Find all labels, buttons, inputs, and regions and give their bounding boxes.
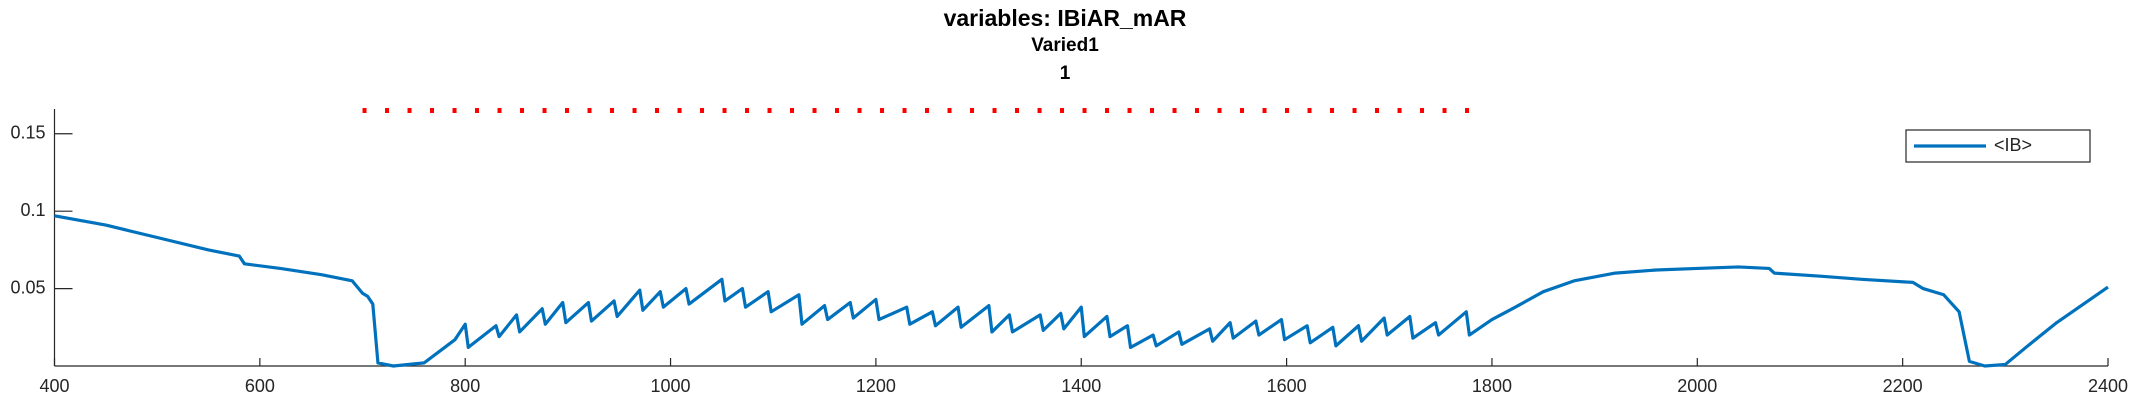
x-tick-label: 2200: [1883, 376, 1923, 396]
chart-subtitle: 1: [1060, 63, 1071, 84]
y-tick-label: 0.05: [10, 277, 45, 297]
chart-subtitle: Varied1: [1031, 35, 1099, 56]
x-tick-label: 2400: [2088, 376, 2128, 396]
x-tick-label: 1400: [1061, 376, 1101, 396]
legend-label: <IB>: [1994, 135, 2032, 155]
x-tick-label: 2000: [1677, 376, 1717, 396]
y-tick-label: 0.15: [10, 123, 45, 143]
x-tick-label: 1800: [1472, 376, 1512, 396]
x-tick-label: 1200: [856, 376, 896, 396]
x-tick-label: 800: [450, 376, 480, 396]
x-tick-label: 1000: [651, 376, 691, 396]
y-tick-label: 0.1: [20, 200, 45, 220]
x-tick-label: 600: [245, 376, 275, 396]
chart-title: variables: IBiAR_mAR: [944, 5, 1187, 31]
x-tick-label: 1600: [1267, 376, 1307, 396]
x-tick-label: 400: [39, 376, 69, 396]
data-line: [54, 214, 2109, 368]
